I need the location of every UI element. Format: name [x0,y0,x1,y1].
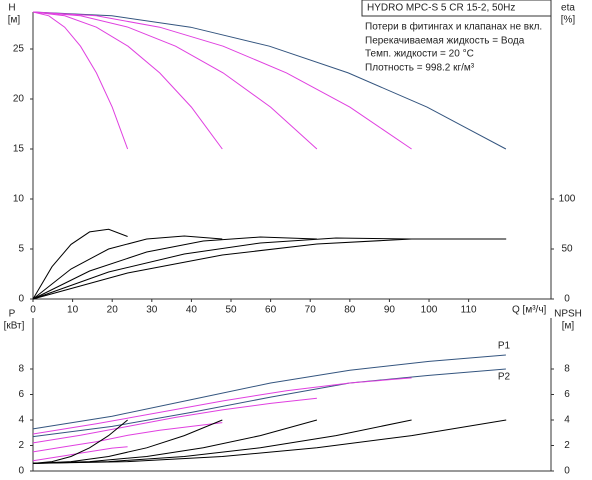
y-tick-label: 8 [18,364,24,375]
curve [32,228,128,300]
annotation: Перекачиваемая жидкость = Вода [365,36,525,47]
y-tick-label: 15 [13,144,25,155]
x-tick-label: 70 [305,305,317,316]
y2-tick-label: 0 [564,466,570,477]
x-axis-label: Q [м³/ч] [512,305,547,316]
y-tick-label: 10 [13,194,25,205]
y2-axis-unit: [%] [561,15,576,26]
annotation: Плотность = 998.2 кг/м³ [365,63,475,74]
curve [32,354,506,430]
y2-tick-label: 4 [564,415,570,426]
y-axis-label: P [9,309,16,320]
y2-tick-label: 2 [564,440,570,451]
y-tick-label: 2 [18,440,24,451]
y-tick-label: 4 [18,415,24,426]
y2-axis-label: eta [561,3,575,14]
x-tick-label: 0 [30,305,36,316]
x-tick-label: 10 [67,305,79,316]
y-tick-label: 6 [18,389,24,400]
curve [32,419,128,464]
y-axis-unit: [кВт] [4,321,25,332]
curve [32,368,506,438]
x-tick-label: 80 [344,305,356,316]
y2-tick-label: 100 [559,194,576,205]
curve [32,11,129,150]
y2-tick-label: 6 [564,389,570,400]
y-tick-label: 20 [13,94,25,105]
curve [32,11,507,150]
curve [32,11,318,150]
curve [32,235,223,300]
chart-title: HYDRO MPC-S 5 CR 15-2, 50Hz [367,3,515,14]
y2-axis-label: NPSH [554,309,582,320]
x-tick-label: 50 [225,305,237,316]
curve [32,377,412,435]
y-tick-label: 0 [18,294,24,305]
series-label: P1 [498,341,511,352]
x-tick-label: 60 [265,305,277,316]
y2-axis-unit: [м] [562,321,575,332]
x-tick-label: 20 [107,305,119,316]
curve [32,238,507,300]
curve [32,236,317,300]
curve [32,397,317,444]
y2-tick-label: 8 [564,364,570,375]
curve [32,422,223,453]
y-tick-label: 25 [13,44,25,55]
y-axis-unit: [м] [8,15,21,26]
y-tick-label: 0 [18,466,24,477]
y2-tick-label: 0 [564,294,570,305]
x-tick-label: 100 [421,305,438,316]
series-label: P2 [498,372,511,383]
x-tick-label: 30 [146,305,158,316]
curve [32,11,412,150]
curve [32,237,412,300]
x-tick-label: 110 [461,305,477,316]
y-tick-label: 5 [18,244,24,255]
x-tick-label: 90 [384,305,396,316]
annotation: Темп. жидкости = 20 °C [365,49,474,60]
x-tick-label: 40 [186,305,198,316]
y-axis-label: H [8,3,15,14]
title-box [361,0,552,17]
annotation: Потери в фитингах и клапанах не вкл. [365,21,542,33]
curve [32,11,223,150]
curve [32,419,507,464]
curve [32,446,128,462]
y2-tick-label: 50 [561,244,573,255]
